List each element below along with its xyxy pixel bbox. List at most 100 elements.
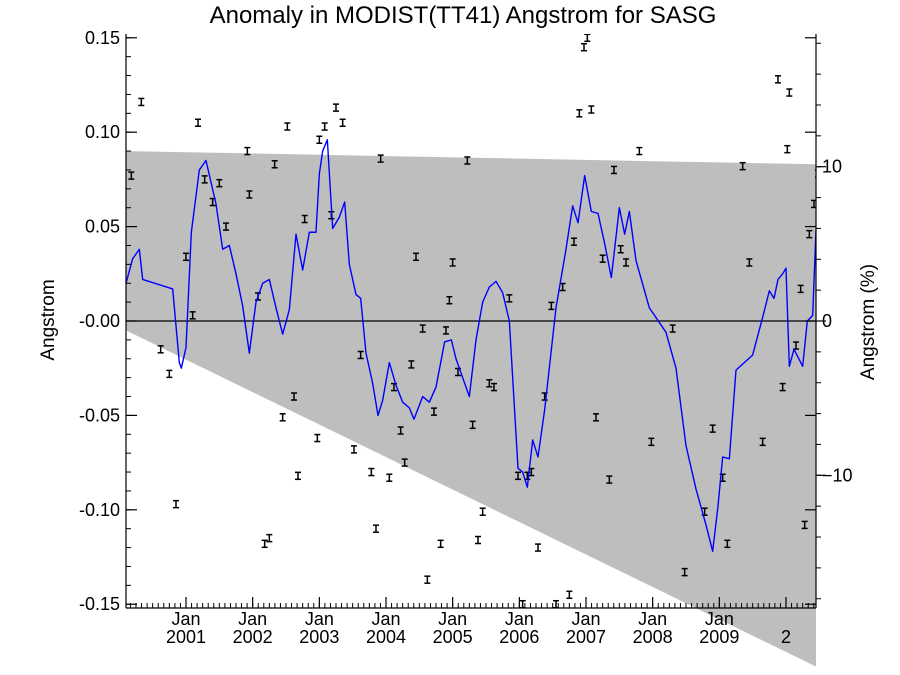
data-point xyxy=(377,154,384,163)
data-point xyxy=(424,575,431,584)
x-tick-label-year: 2005 xyxy=(433,627,473,647)
data-point xyxy=(443,326,449,335)
data-point xyxy=(223,222,229,231)
data-point xyxy=(779,382,786,392)
x-tick-label-month: Jan xyxy=(438,609,467,629)
data-point xyxy=(291,392,297,401)
data-point xyxy=(571,237,577,246)
data-point xyxy=(357,350,364,360)
data-point xyxy=(216,178,223,188)
y2-tick-label: 10 xyxy=(822,157,842,177)
y-tick-label: -0.15 xyxy=(79,594,120,614)
data-point xyxy=(464,156,471,165)
axes-layer: 0.15 0.10 0.05 -0.00 -0.05 -0.10 -0.15 10 0 −10 Ja… xyxy=(79,28,853,647)
data-point xyxy=(157,345,164,354)
data-point xyxy=(397,426,404,435)
data-point xyxy=(797,284,804,294)
data-point xyxy=(617,245,624,254)
data-point xyxy=(669,324,676,333)
data-point xyxy=(173,499,179,509)
data-point xyxy=(811,199,816,209)
x-tick-label-month: Jan xyxy=(705,609,734,629)
data-point xyxy=(746,258,753,267)
x-tick-label-month: Jan xyxy=(505,609,534,629)
data-point xyxy=(806,229,813,239)
x-tick-label-year: 2009 xyxy=(699,627,739,647)
data-point xyxy=(295,471,301,481)
data-point xyxy=(599,254,606,263)
x-tick-label-month: Jan xyxy=(371,609,400,629)
data-point xyxy=(419,324,426,333)
data-point xyxy=(566,590,573,600)
data-point xyxy=(515,471,521,481)
data-point xyxy=(623,258,629,267)
data-point xyxy=(446,295,453,305)
data-point xyxy=(195,118,201,127)
monthly-points-layer xyxy=(128,34,816,609)
data-point xyxy=(709,424,716,433)
data-point xyxy=(266,533,273,543)
data-point xyxy=(368,467,375,477)
data-point xyxy=(759,437,766,447)
x-tick-label-year: 2008 xyxy=(633,627,673,647)
data-point xyxy=(724,539,731,549)
data-point xyxy=(183,252,189,262)
data-point xyxy=(201,175,208,184)
x-tick-label-year: 2 xyxy=(781,627,791,647)
x-tick-label-month: Jan xyxy=(238,609,267,629)
data-point xyxy=(801,520,808,530)
x-tick-label-month: Jan xyxy=(571,609,600,629)
smoothed-series-line xyxy=(126,139,816,553)
x-tick-label-year: 2007 xyxy=(566,627,606,647)
data-point xyxy=(301,214,308,224)
y-axis-label: Angstrom xyxy=(38,279,59,360)
data-point xyxy=(775,75,781,84)
data-point xyxy=(593,413,599,422)
x-tick-label-month: Jan xyxy=(638,609,667,629)
y2-tick-label: 0 xyxy=(822,311,832,331)
smoothed-series-layer xyxy=(126,139,816,553)
data-point xyxy=(138,97,145,107)
data-point xyxy=(486,379,493,388)
uncertainty-band xyxy=(126,151,816,667)
data-point xyxy=(401,458,408,467)
data-point xyxy=(246,190,253,199)
data-point xyxy=(576,109,583,118)
data-point xyxy=(588,105,595,114)
data-point xyxy=(535,543,541,552)
data-point xyxy=(581,42,587,52)
data-point xyxy=(316,135,323,144)
data-point xyxy=(314,433,321,443)
chart-title: Anomaly in MODIST(TT41) Angstrom for SAS… xyxy=(210,2,717,29)
y2-tick-label: −10 xyxy=(822,465,853,485)
data-point xyxy=(786,88,793,97)
data-point xyxy=(351,445,357,454)
data-point xyxy=(333,103,339,112)
y-tick-label: -0.10 xyxy=(79,500,120,520)
data-point xyxy=(479,507,486,516)
y-tick-label: 0.05 xyxy=(85,217,120,237)
data-point xyxy=(584,34,591,43)
data-point xyxy=(261,539,268,549)
x-tick-label-month: Jan xyxy=(305,609,334,629)
data-point xyxy=(166,369,173,379)
data-point xyxy=(636,146,643,156)
data-point xyxy=(431,407,437,416)
data-point xyxy=(506,294,513,303)
data-point xyxy=(491,382,497,392)
data-point xyxy=(784,144,791,154)
x-tick-label-year: 2004 xyxy=(366,627,406,647)
data-point xyxy=(271,160,278,169)
x-tick-label-year: 2003 xyxy=(299,627,339,647)
data-point xyxy=(611,165,617,175)
y2-axis-label: Angstrom (%) xyxy=(858,264,879,380)
uncertainty-band-layer xyxy=(126,151,816,667)
data-point xyxy=(279,413,286,422)
data-point xyxy=(469,420,476,430)
data-point xyxy=(189,311,196,320)
x-tick-label-year: 2002 xyxy=(233,627,273,647)
data-point xyxy=(739,161,746,171)
data-point xyxy=(413,252,419,262)
data-point xyxy=(681,567,688,577)
